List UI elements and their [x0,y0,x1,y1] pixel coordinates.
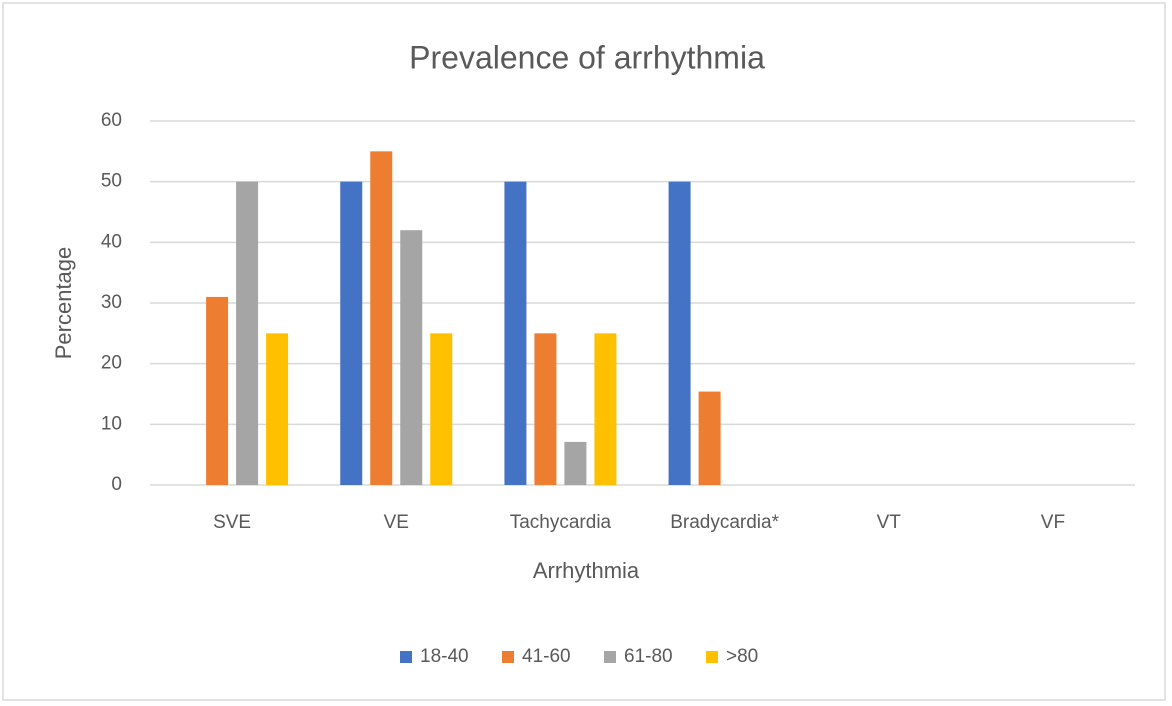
bar [564,441,587,485]
y-tick-label: 50 [101,171,122,192]
bar [698,391,721,485]
bar [206,296,229,485]
bar [430,333,453,485]
bar [266,333,289,485]
x-tick-label: Tachycardia [510,512,612,533]
y-axis-label: Percentage [51,247,76,360]
legend-label: 41-60 [522,646,571,667]
x-tick-label: VT [877,512,902,533]
x-axis-label: Arrhythmia [533,558,640,583]
legend-swatch [706,651,718,663]
bar [340,181,363,485]
y-tick-label: 60 [101,110,122,131]
x-tick-label: SVE [213,512,251,533]
bar [668,181,691,485]
x-tick-label: VE [384,512,409,533]
y-tick-label: 0 [111,474,122,495]
bar [236,181,259,485]
bar [594,333,617,485]
y-tick-label: 10 [101,413,122,434]
chart-title: Prevalence of arrhythmia [409,39,765,75]
bar [370,151,393,486]
legend-swatch [502,651,514,663]
bar [400,230,423,485]
bar [534,333,557,485]
y-tick-label: 40 [101,231,122,252]
legend-label: >80 [726,646,758,667]
bar [504,181,527,485]
x-tick-label: Bradycardia* [670,512,779,533]
y-tick-label: 30 [101,292,122,313]
legend-swatch [400,651,412,663]
y-tick-label: 20 [101,353,122,374]
legend-label: 61-80 [624,646,673,667]
x-tick-label: VF [1041,512,1065,533]
legend-label: 18-40 [420,646,469,667]
legend-swatch [604,651,616,663]
